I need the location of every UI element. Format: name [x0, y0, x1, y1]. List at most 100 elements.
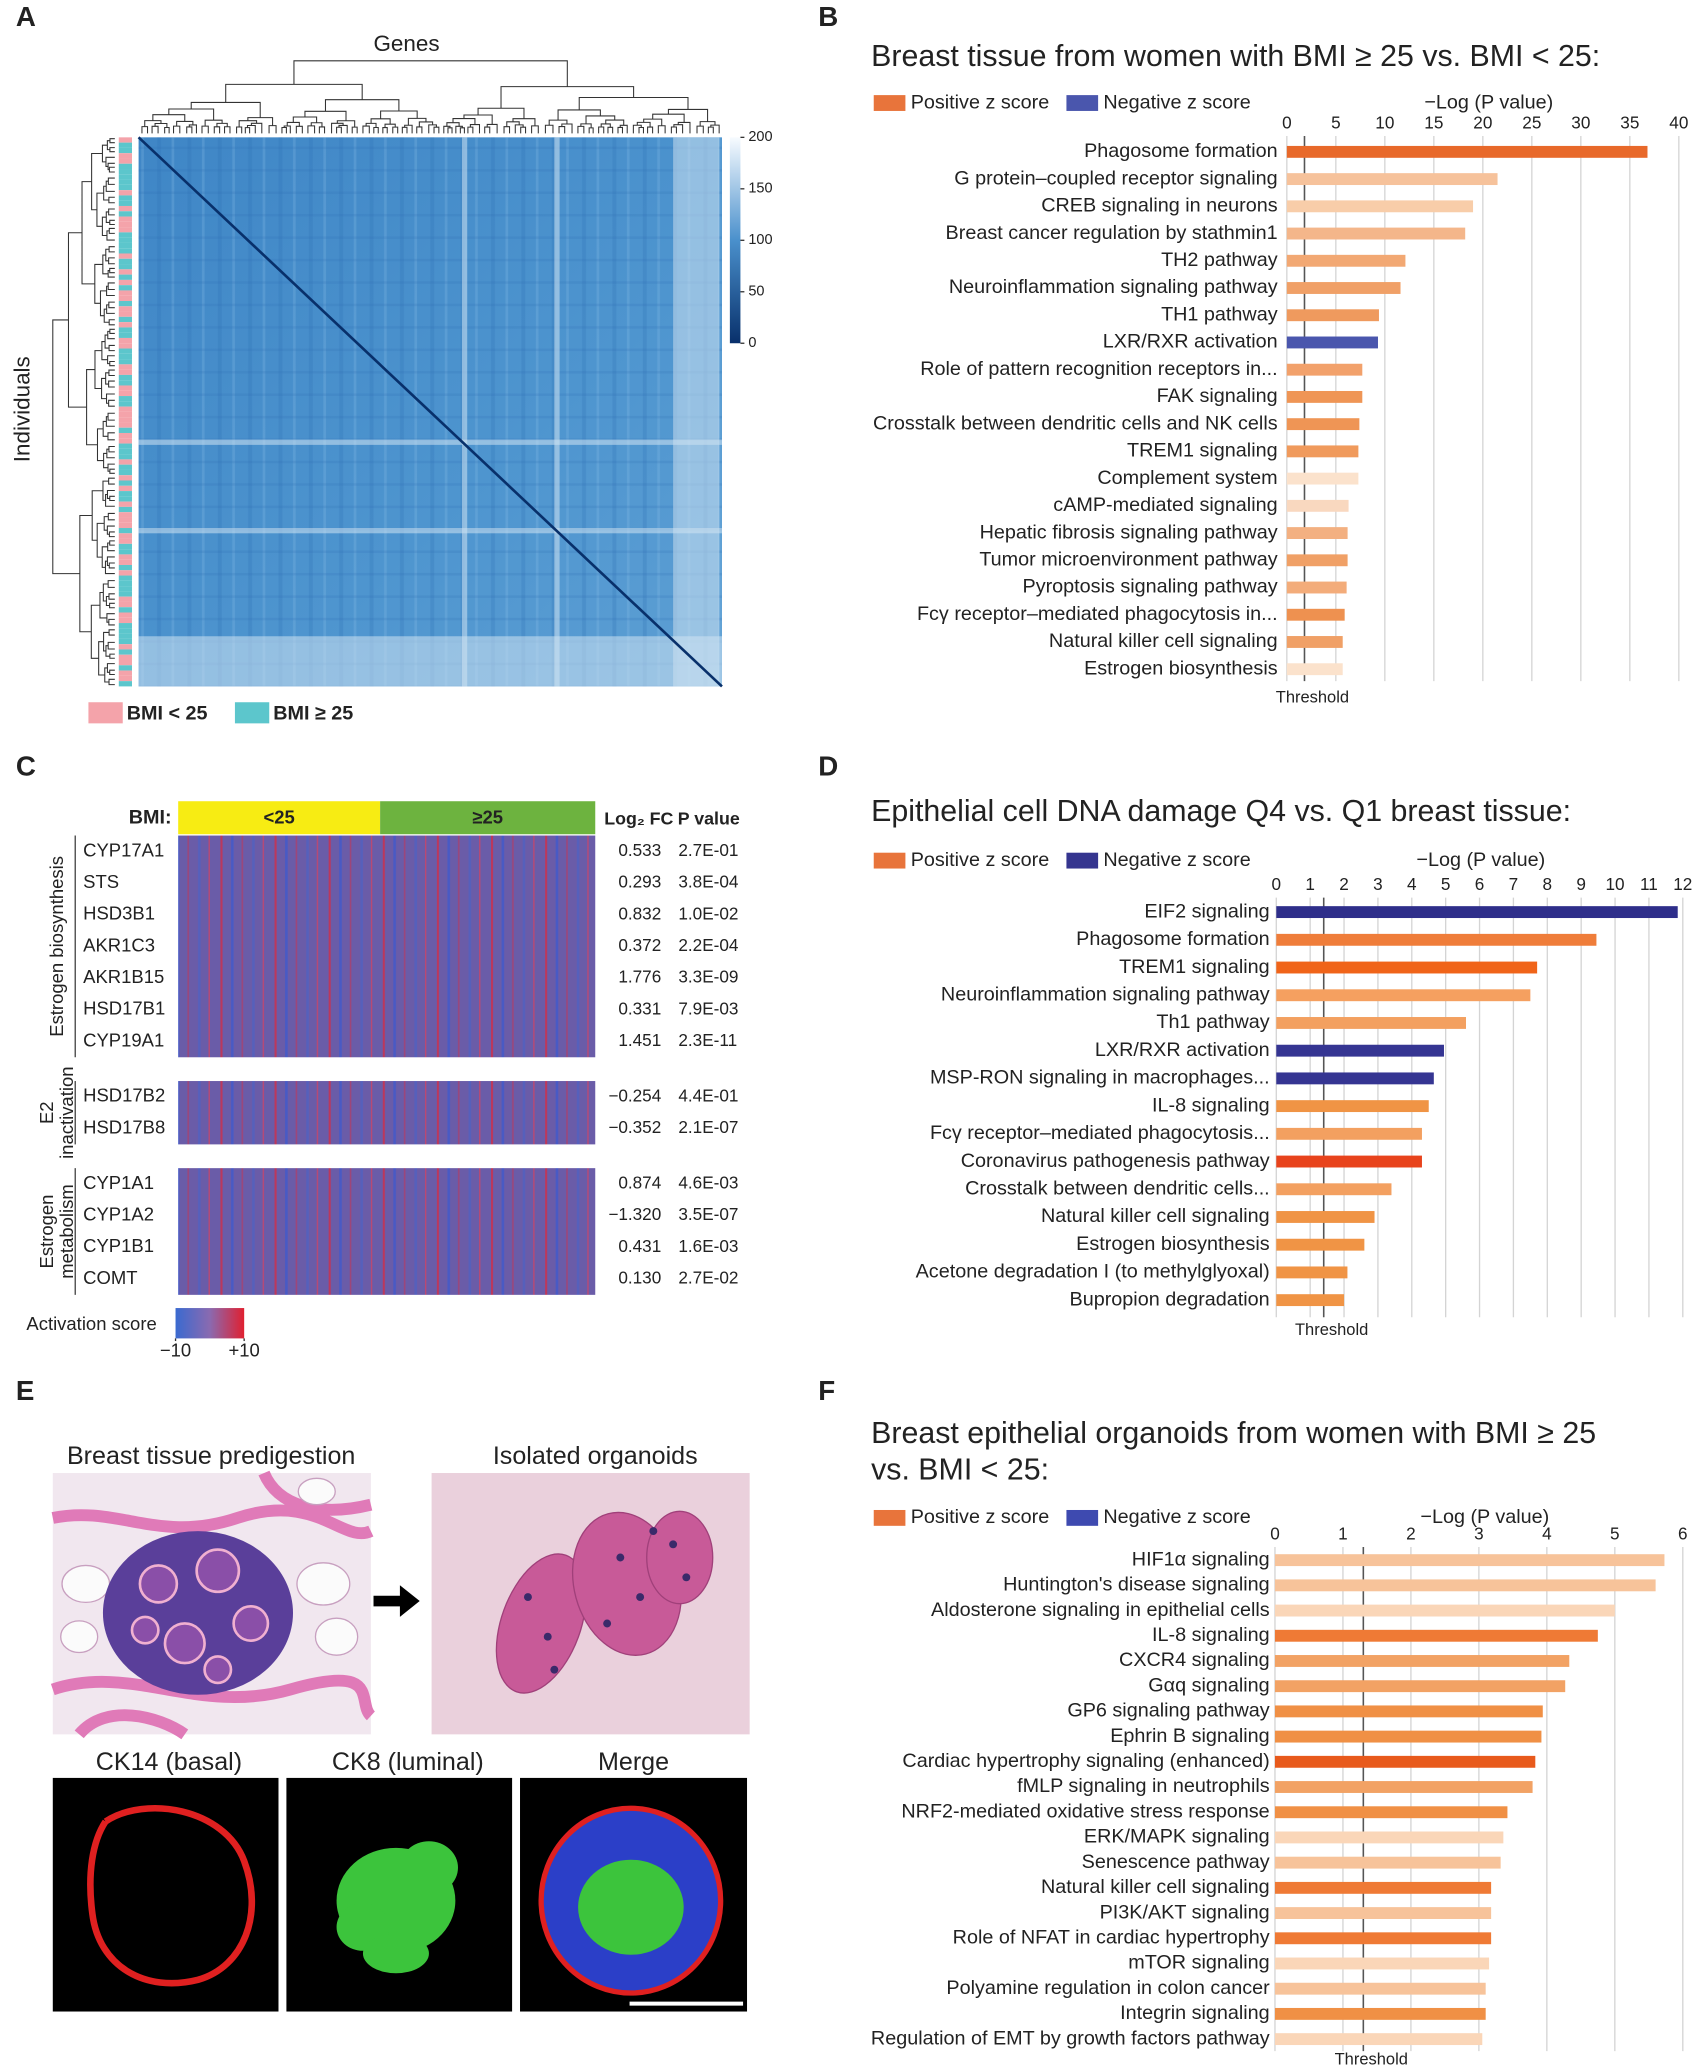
- bmi-annotation: [118, 227, 132, 233]
- bmi-annotation: [118, 443, 132, 449]
- x-tick-label: 5: [1441, 874, 1451, 894]
- bmi-annotation: [118, 512, 132, 518]
- bar-label: ERK/MAPK signaling: [1084, 1826, 1270, 1848]
- x-axis-title: Genes: [373, 31, 439, 56]
- x-tick-label: 4: [1542, 1524, 1552, 1544]
- bar-label: Huntington's disease signaling: [1003, 1574, 1270, 1596]
- bmi-annotation: [118, 390, 132, 397]
- bar-label: Coronavirus pathogenesis pathway: [961, 1150, 1270, 1172]
- image-title: CK14 (basal): [96, 1748, 242, 1776]
- bar-label: CREB signaling in neurons: [1041, 195, 1278, 217]
- bmi-annotation: [118, 533, 132, 539]
- legend-label: Positive z score: [911, 91, 1050, 113]
- group-label: Estrogen: [36, 1195, 57, 1269]
- bar: [1274, 1655, 1570, 1667]
- x-tick-label: 10: [1606, 874, 1625, 894]
- bar-label: PI3K/AKT signaling: [1100, 1901, 1270, 1923]
- bar: [1276, 1100, 1429, 1113]
- colorbar-tick-label: 0: [748, 335, 756, 351]
- fat-cells: [60, 1477, 359, 1656]
- bar-label: NRF2-mediated oxidative stress response: [901, 1800, 1269, 1822]
- bmi-annotation: [118, 374, 132, 381]
- panel-label: B: [818, 1, 838, 32]
- group-label: Estrogen biosynthesis: [46, 856, 67, 1037]
- bar-label: mTOR signaling: [1128, 1952, 1269, 1974]
- bar-label: MSP-RON signaling in macrophages...: [930, 1067, 1270, 1089]
- bmi-annotation: [118, 153, 132, 159]
- bar-label: GP6 signaling pathway: [1067, 1700, 1269, 1722]
- x-tick-label: 3: [1474, 1524, 1484, 1544]
- legend-label: Negative z score: [1103, 91, 1250, 113]
- bar: [1274, 1554, 1665, 1567]
- panel-label: E: [16, 1375, 34, 1406]
- x-tick-label: 30: [1571, 113, 1590, 133]
- image-title: Isolated organoids: [493, 1442, 698, 1470]
- x-tick-label: 2: [1339, 874, 1349, 894]
- colorbar-tick-label: 150: [748, 181, 772, 197]
- bar-label: CXCR4 signaling: [1119, 1649, 1270, 1671]
- bar: [1286, 254, 1406, 267]
- gene-dendrogram: [141, 60, 720, 134]
- column-group: [380, 801, 596, 835]
- bmi-annotation: [118, 369, 132, 375]
- bar-label: EIF2 signaling: [1144, 900, 1269, 922]
- bar: [1276, 1127, 1422, 1140]
- legend-swatch: [1066, 852, 1099, 869]
- bar: [1286, 636, 1343, 648]
- bmi-annotation: [118, 575, 132, 581]
- bar-label: Estrogen biosynthesis: [1084, 657, 1278, 679]
- bar-label: TREM1 signaling: [1119, 956, 1270, 978]
- heatmap-band: [461, 137, 468, 687]
- x-axis-title: −Log (P value): [1424, 91, 1553, 113]
- bmi-annotation: [118, 158, 132, 164]
- bmi-annotation: [118, 517, 132, 523]
- bmi-annotation: [118, 295, 132, 302]
- column-group-label: <25: [263, 806, 294, 827]
- bar: [1274, 1680, 1566, 1693]
- bar-label: fMLP signaling in neutrophils: [1017, 1775, 1270, 1797]
- group-label: E2: [36, 1101, 57, 1124]
- colorbar-tick-label: 100: [748, 232, 772, 248]
- panel-label: F: [818, 1375, 835, 1406]
- bar: [1274, 1907, 1492, 1920]
- chart-title: Breast tissue from women with BMI ≥ 25 v…: [871, 40, 1600, 73]
- bmi-annotation: [118, 147, 132, 154]
- colorbar-tick-label: 200: [748, 129, 772, 145]
- x-tick-label: 1: [1305, 874, 1315, 894]
- colorbar-tick-label: 50: [748, 284, 764, 300]
- bar-label: LXR/RXR activation: [1095, 1039, 1270, 1061]
- bmi-annotation: [118, 396, 132, 402]
- bar-label: Neuroinflammation signaling pathway: [941, 983, 1270, 1005]
- luminal-cells: [336, 1841, 458, 1974]
- basal-ring: [87, 1805, 256, 1987]
- bar: [1286, 608, 1345, 621]
- bmi-annotation: [118, 169, 132, 175]
- bmi-annotation: [118, 528, 132, 534]
- heatmap-block: [178, 1081, 596, 1145]
- bar-label: Crosstalk between dendritic cells and NK…: [873, 412, 1278, 434]
- bar: [1276, 1266, 1348, 1279]
- bar-label: Fcγ receptor–mediated phagocytosis in...: [917, 603, 1278, 625]
- bar: [1274, 1629, 1598, 1642]
- bmi-annotation: [118, 258, 132, 265]
- legend-label: Negative z score: [1103, 1506, 1250, 1528]
- bmi-annotation: [118, 301, 132, 307]
- nuclei: [523, 1527, 691, 1674]
- log2fc: −0.352: [608, 1117, 661, 1137]
- bmi-annotation: [118, 654, 132, 661]
- bmi-annotation: [118, 480, 132, 486]
- log2fc: 1.451: [618, 1030, 661, 1050]
- bmi-annotation: [118, 501, 132, 507]
- p-value: 1.0E-02: [678, 903, 738, 923]
- bmi-annotation: [118, 660, 132, 666]
- bmi-annotation: [118, 422, 132, 428]
- bmi-annotation: [118, 496, 132, 502]
- x-tick-label: 40: [1669, 113, 1688, 133]
- bmi-annotation: [118, 237, 132, 243]
- bar-label: Estrogen biosynthesis: [1076, 1233, 1270, 1255]
- log2fc: −1.320: [608, 1204, 661, 1224]
- legend-swatch: [873, 95, 906, 111]
- bar: [1276, 1044, 1444, 1057]
- bmi-annotation: [118, 570, 132, 576]
- bmi-annotation: [118, 538, 132, 544]
